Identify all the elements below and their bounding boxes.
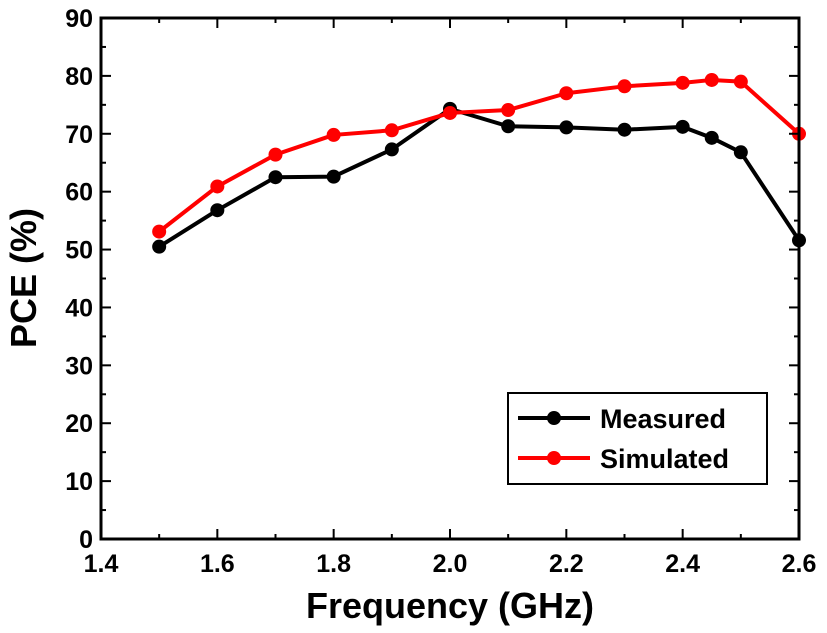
y-tick-label: 20: [65, 410, 93, 438]
x-tick-label: 1.8: [316, 550, 351, 578]
data-point-simulated: [384, 123, 399, 138]
legend-label-measured: Measured: [600, 404, 726, 434]
data-point-simulated: [617, 79, 632, 94]
y-tick-label: 30: [65, 352, 93, 380]
x-tick-label: 2.0: [433, 550, 468, 578]
data-point-measured: [501, 119, 516, 134]
x-axis-title: Frequency (GHz): [306, 585, 594, 626]
y-tick-label: 80: [65, 63, 93, 91]
data-point-simulated: [443, 105, 457, 120]
data-point-measured: [326, 169, 341, 184]
legend-marker-measured: [547, 411, 561, 425]
data-point-measured: [559, 120, 574, 135]
data-point-simulated: [152, 224, 167, 239]
y-tick-label: 0: [79, 526, 93, 554]
y-tick-label: 70: [65, 121, 93, 149]
data-point-measured: [210, 203, 225, 218]
data-point-measured: [152, 239, 167, 254]
data-point-simulated: [501, 103, 516, 118]
data-point-simulated: [210, 179, 225, 194]
data-point-measured: [733, 145, 748, 160]
data-point-simulated: [326, 127, 341, 142]
x-tick-label: 1.4: [84, 550, 119, 578]
y-tick-label: 90: [65, 5, 93, 33]
data-point-measured: [675, 119, 690, 134]
series-line-measured: [158, 106, 801, 249]
x-tick-label: 1.6: [200, 550, 235, 578]
x-tick-label: 2.6: [782, 550, 817, 578]
legend-marker-simulated: [547, 451, 561, 465]
data-point-measured: [704, 130, 719, 145]
series-line-simulated: [157, 77, 801, 234]
data-point-simulated: [559, 86, 574, 101]
data-point-measured: [268, 170, 283, 185]
y-tick-label: 40: [65, 294, 93, 322]
x-tick-label: 2.4: [665, 550, 700, 578]
x-tick-label: 2.2: [549, 550, 584, 578]
legend-label-simulated: Simulated: [600, 444, 729, 474]
data-point-simulated: [675, 75, 690, 90]
data-point-measured: [384, 142, 399, 157]
ticks-layer: 1.4 1.6 1.8 2.0 2.2 2.4 2.6 0 10 20 30 40 50 60 70 80 90: [65, 5, 816, 578]
data-point-measured: [617, 122, 632, 137]
y-tick-label: 60: [65, 179, 93, 207]
y-axis-title: PCE (%): [3, 208, 44, 348]
y-tick-label: 50: [65, 237, 93, 265]
series-layer: [152, 72, 806, 254]
data-point-simulated: [704, 72, 719, 87]
y-tick-label: 10: [65, 468, 93, 496]
legend: Measured Simulated: [507, 392, 768, 485]
data-point-simulated: [733, 74, 748, 89]
legend-box: [507, 392, 768, 485]
data-point-simulated: [268, 147, 283, 162]
